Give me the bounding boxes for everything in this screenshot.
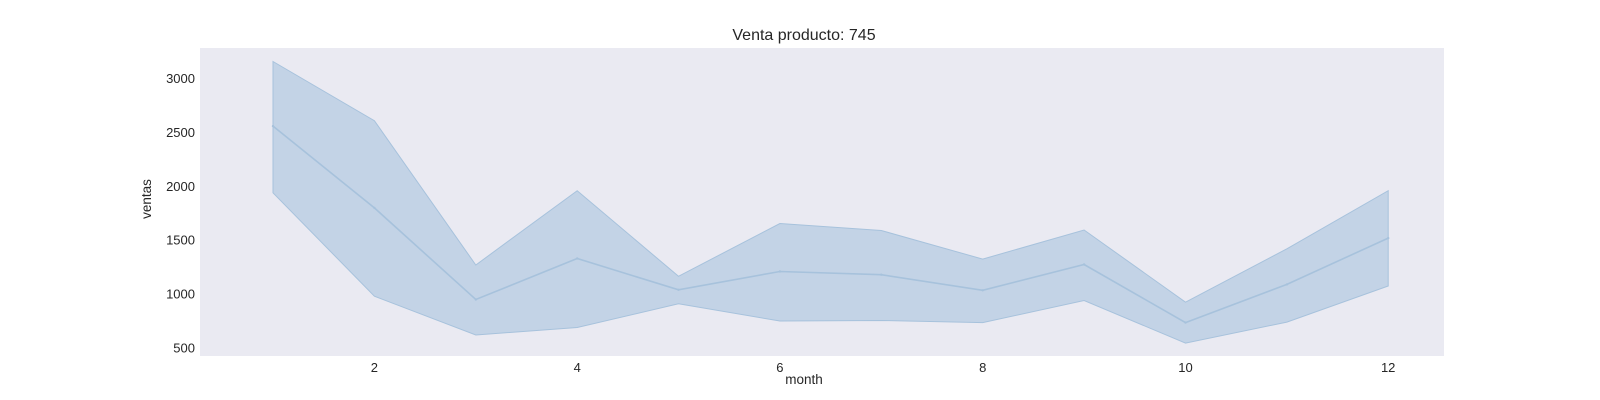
data-point [981,289,984,292]
x-tick-label: 4 [574,360,581,375]
x-tick-label: 8 [979,360,986,375]
data-point [373,206,376,210]
data-point [1387,236,1390,240]
y-tick-label: 1000 [166,287,195,302]
data-point [1184,321,1187,324]
data-point [1285,283,1289,286]
data-point [880,273,883,276]
confidence-band-layer [272,60,1389,344]
y-tick-label: 3000 [166,71,195,86]
confidence-band [272,60,1389,344]
data-point [778,270,782,273]
series-line-layer [271,124,1390,324]
y-axis-ticks: 500 1000 1500 2000 2500 3000 [166,71,195,355]
chart-title: Venta producto: 745 [732,27,875,44]
x-tick-label: 12 [1381,360,1395,375]
data-point [1082,263,1086,266]
x-axis-label: month [785,372,823,387]
data-point [271,124,275,128]
series-line [272,125,1389,324]
y-tick-label: 500 [173,340,195,355]
x-axis-ticks: 2 4 6 8 10 12 [371,360,1396,375]
data-point [474,298,477,301]
x-tick-label: 10 [1178,360,1192,375]
y-tick-label: 2000 [166,179,195,194]
data-point [677,288,680,291]
y-tick-label: 1500 [166,233,195,248]
x-tick-label: 6 [776,360,783,375]
data-point [576,257,579,260]
x-tick-label: 2 [371,360,378,375]
y-axis-label: ventas [139,179,154,219]
y-tick-label: 2500 [166,125,195,140]
